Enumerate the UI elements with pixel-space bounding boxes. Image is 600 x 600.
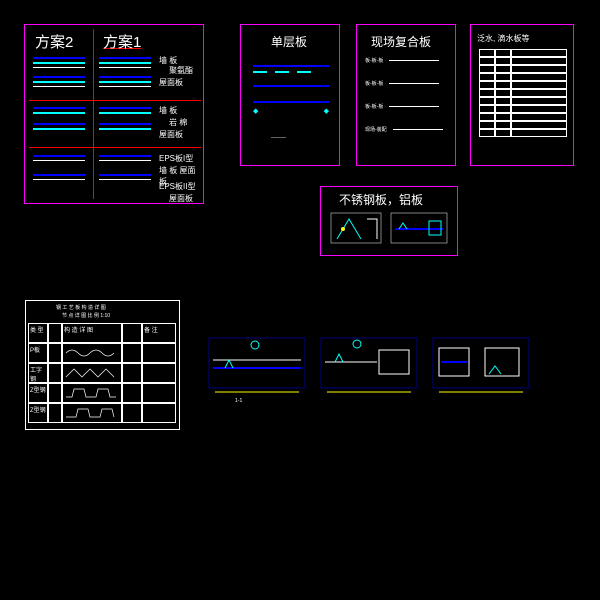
single-note: ———	[271, 135, 286, 141]
scheme2-row2	[33, 107, 85, 131]
comp-r3: 板-板-板	[365, 103, 383, 110]
col-4	[122, 323, 142, 343]
label-r3-1: EPS板I型	[159, 153, 193, 164]
comp-r1: 板-板-板	[365, 57, 383, 64]
bottom-details: 1-1	[205, 330, 535, 420]
panel-stainless: 不锈钢板，铝板	[320, 186, 458, 256]
detail-group-2	[317, 330, 422, 410]
detail-group-3	[429, 330, 534, 410]
divider-v	[93, 29, 94, 199]
composite-rows: 板-板-板 板-板-板 板-板-板 现场-装配	[365, 57, 443, 133]
detail-group-1: 1-1	[205, 330, 310, 410]
divider-h1	[29, 100, 201, 101]
flashing-title: 泛水, 滴水板等	[477, 33, 529, 44]
single-layer-title: 单层板	[271, 33, 307, 50]
flashing-table	[479, 49, 567, 137]
divider-h2	[29, 147, 201, 148]
table-title: 钢 工 艺 板 构 造 详 图	[56, 304, 106, 311]
comp-r4: 现场-装配	[365, 126, 387, 133]
stainless-detail	[329, 211, 451, 251]
rl-2: 工字钢	[28, 363, 48, 383]
label-r2-3: 屋面板	[159, 129, 183, 140]
label-r1-3: 屋面板	[159, 77, 183, 88]
label-r2-1: 墙 板	[159, 105, 177, 116]
col-5: 备 注	[142, 323, 176, 343]
scheme1-row1	[99, 57, 151, 87]
rl-4: Z型钢	[28, 403, 48, 423]
panel-flashing: 泛水, 滴水板等	[470, 24, 574, 166]
panel-schemes: 方案2 方案1 墙 板 聚氨酯 屋面板 墙 板 岩 棉 屋面板	[24, 24, 204, 204]
scheme1-row2	[99, 107, 151, 131]
label-r1-2: 聚氨酯	[169, 65, 193, 76]
label-r3-4: 屋面板	[169, 193, 193, 204]
panel-single-layer: 单层板 ◆◆ ———	[240, 24, 340, 166]
scheme2-row1	[33, 57, 85, 87]
rl-3: Z型钢	[28, 383, 48, 403]
label-r3-3: EPS板II型	[159, 181, 195, 192]
stainless-title: 不锈钢板，铝板	[339, 191, 423, 208]
comp-r2: 板-板-板	[365, 80, 383, 87]
label-r2-2: 岩 棉	[169, 117, 187, 128]
composite-title: 现场复合板	[371, 33, 431, 50]
panel-composite: 现场复合板 板-板-板 板-板-板 板-板-板 现场-装配	[356, 24, 456, 166]
table-subtitle: 节 点 详 图 比 例 1:10	[62, 312, 110, 319]
svg-text:1-1: 1-1	[235, 398, 242, 404]
scheme1-title: 方案1	[103, 31, 141, 52]
col-2	[48, 323, 62, 343]
col-1: 类 型	[28, 323, 48, 343]
scheme1-row3	[99, 155, 151, 181]
scheme2-row3	[33, 155, 85, 181]
rl-1: P板	[28, 343, 48, 363]
col-3: 构 造 详 图	[62, 323, 122, 343]
panel-construction-table: 钢 工 艺 板 构 造 详 图 节 点 详 图 比 例 1:10 类 型 构 造…	[25, 300, 180, 430]
scheme2-title: 方案2	[35, 31, 73, 52]
construction-grid: 类 型 构 造 详 图 备 注 P板 工字钢 Z型钢 Z型钢	[28, 323, 178, 423]
single-layer-detail: ◆◆	[253, 65, 329, 115]
